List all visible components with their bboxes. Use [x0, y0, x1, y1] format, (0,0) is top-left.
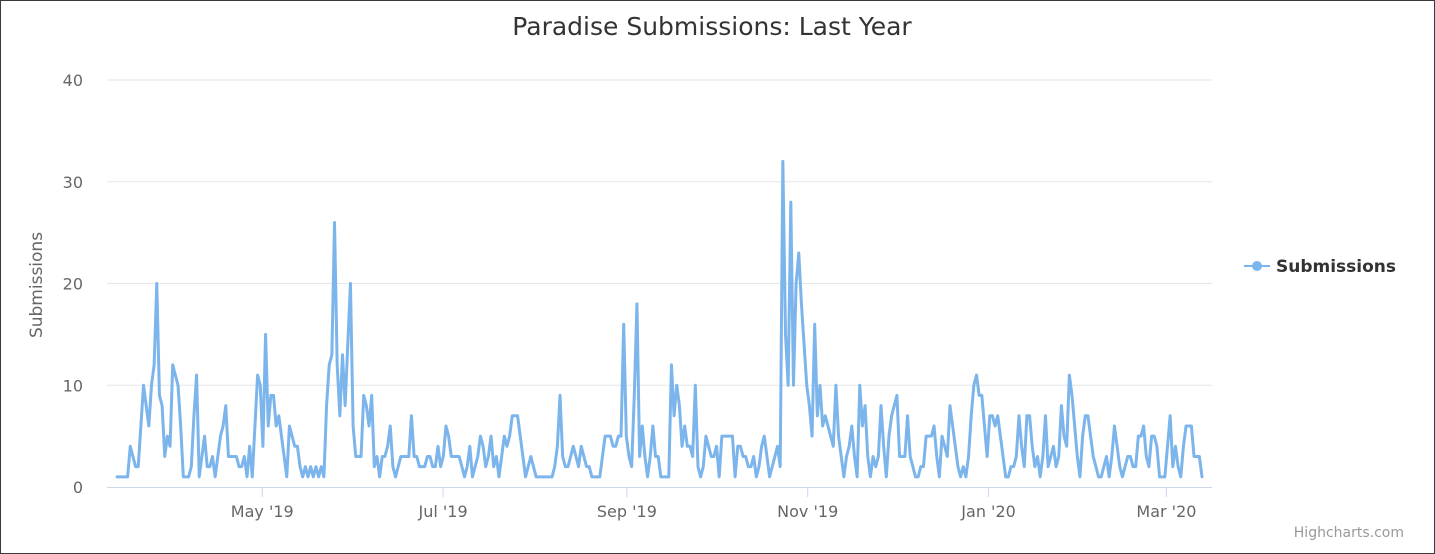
legend-label: Submissions [1276, 257, 1396, 277]
series-submissions[interactable] [115, 159, 1204, 479]
credits-link[interactable]: Highcharts.com [1294, 525, 1404, 541]
x-tick-label: Jan '20 [960, 502, 1016, 521]
x-tick-label: Mar '20 [1136, 502, 1196, 521]
y-tick-label: 0 [73, 478, 83, 497]
x-tick-label: Nov '19 [777, 502, 838, 521]
x-tick-label: Sep '19 [597, 502, 657, 521]
x-tick-label: May '19 [231, 502, 294, 521]
y-tick-label: 10 [63, 376, 83, 395]
grid-lines [107, 79, 1212, 386]
y-tick-label: 30 [63, 173, 83, 192]
chart-title: Paradise Submissions: Last Year [512, 12, 912, 41]
y-axis-label: Submissions [27, 232, 47, 338]
y-axis-ticks: 0 10 20 30 40 [63, 71, 83, 497]
x-tick-label: Jul '19 [418, 502, 468, 521]
y-tick-label: 20 [63, 275, 83, 294]
series-line-submissions[interactable] [115, 159, 1204, 479]
y-tick-label: 40 [63, 71, 83, 90]
x-axis-ticks: May '19 Jul '19 Sep '19 Nov '19 Jan '20 Mar '… [231, 487, 1196, 521]
legend-marker-icon [1252, 261, 1262, 271]
legend-item-submissions[interactable]: Submissions [1244, 257, 1396, 277]
